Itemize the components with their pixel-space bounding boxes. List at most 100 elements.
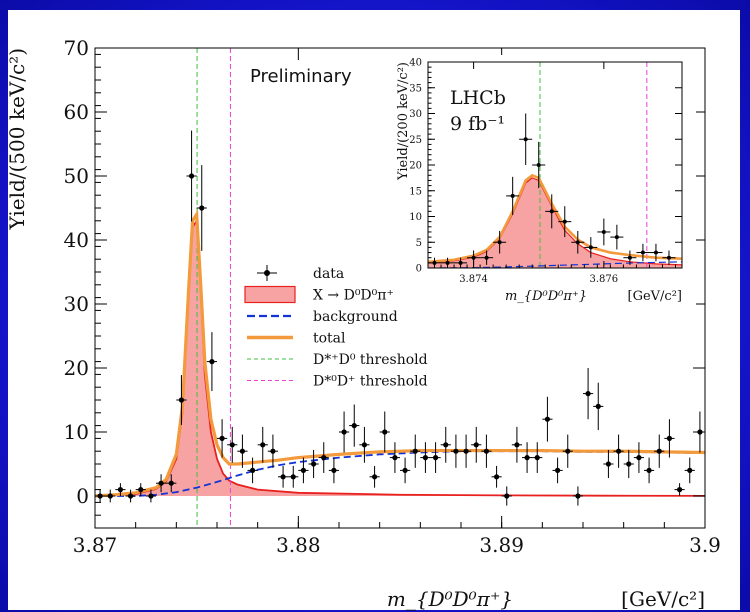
data-point-marker: [536, 163, 541, 167]
data-point-marker: [471, 255, 476, 260]
legend-item-data: data: [257, 265, 344, 282]
data-point: [491, 465, 502, 488]
data-point: [318, 442, 329, 473]
y-tick-label: 25: [409, 135, 422, 146]
data-point-marker: [636, 455, 642, 461]
data-point-marker: [392, 455, 398, 461]
legend-label: D*⁺D⁰ threshold: [313, 352, 428, 368]
data-point-marker: [351, 423, 357, 429]
data-point-marker: [497, 240, 502, 245]
legend-item-signal: X → D⁰D⁰π⁺: [244, 285, 394, 304]
data-point: [135, 483, 146, 496]
data-point: [206, 332, 217, 392]
data-point: [542, 396, 553, 442]
y-tick-label: 60: [64, 100, 89, 124]
inset-x-unit-label: [GeV/c²]: [628, 289, 682, 304]
data-point: [664, 419, 675, 458]
x-tick-label: 3.9: [689, 533, 721, 557]
data-point-marker: [331, 467, 337, 473]
data-point: [480, 250, 494, 265]
legend-label: background: [313, 309, 398, 325]
data-point-marker: [178, 397, 185, 403]
data-point: [506, 176, 520, 215]
main-y-axis-label: Yield/(500 keV/c²): [5, 48, 29, 231]
data-point: [105, 489, 116, 503]
inset-x-axis-label: m_{D⁰D⁰π⁺}: [505, 289, 587, 304]
data-point: [359, 426, 370, 463]
data-point-marker: [443, 442, 449, 448]
data-point: [420, 442, 431, 473]
data-point-marker: [249, 467, 256, 473]
x-tick-label: 3.874: [459, 274, 488, 285]
y-tick-label: 15: [409, 186, 422, 197]
data-point: [584, 237, 598, 258]
data-point: [644, 457, 655, 484]
data-point: [481, 434, 492, 468]
data-point-marker: [585, 391, 591, 397]
data-point: [562, 434, 573, 468]
data-point-marker: [614, 235, 619, 240]
preliminary-label: Preliminary: [250, 66, 352, 87]
data-point-marker: [422, 455, 429, 461]
data-point-marker: [260, 442, 266, 448]
data-point-marker: [463, 448, 469, 454]
data-point-marker: [640, 250, 645, 255]
data-point: [461, 434, 472, 468]
legend-label: data: [313, 266, 344, 282]
data-point-marker: [666, 435, 673, 441]
data-point: [662, 250, 676, 265]
main-plot-area: [95, 48, 705, 528]
x-tick-label: 3.876: [590, 274, 619, 285]
data-point-marker: [605, 461, 612, 467]
y-tick-label: 0: [416, 264, 422, 275]
data-point: [339, 411, 350, 453]
data-point: [217, 419, 228, 458]
y-tick-label: 40: [409, 58, 422, 69]
inset-plot-area: [428, 62, 682, 268]
y-tick-label: 0: [76, 484, 89, 508]
y-tick-label: 10: [64, 420, 89, 444]
data-point-marker: [458, 260, 463, 265]
data-point: [369, 465, 380, 488]
main-frame: [94, 47, 706, 529]
legend: data X → D⁰D⁰π⁺ background total D*⁺D⁰ thres…: [244, 265, 428, 390]
inset-y-axis-label: Yield/(200 keV/c²): [396, 62, 411, 181]
data-point: [454, 257, 468, 268]
signal-fill-area: [428, 177, 682, 268]
data-point: [196, 165, 207, 251]
data-point: [298, 457, 309, 484]
y-tick-label: 20: [409, 161, 422, 172]
x-tick-label: 3.89: [479, 533, 524, 557]
data-point: [186, 130, 197, 222]
data-point: [267, 434, 278, 468]
main-x-unit-label: [GeV/c²]: [621, 587, 705, 611]
data-point-marker: [188, 173, 195, 179]
data-point: [430, 442, 441, 473]
data-point: [649, 243, 663, 262]
data-point-marker: [402, 467, 408, 473]
data-point-marker: [615, 448, 622, 454]
data-point-marker: [138, 487, 144, 493]
data-point: [441, 257, 455, 268]
data-point: [623, 449, 634, 479]
data-point-marker: [473, 442, 479, 448]
legend-label: total: [313, 331, 346, 347]
data-point: [593, 382, 604, 431]
inset-background: [396, 55, 696, 310]
data-point: [519, 113, 533, 165]
data-point: [278, 465, 289, 488]
data-point-marker: [382, 429, 388, 435]
data-point: [636, 243, 650, 262]
data-point: [684, 457, 695, 484]
data-point-marker: [601, 229, 606, 234]
data-point-marker: [432, 455, 439, 461]
y-tick-label: 70: [64, 36, 89, 60]
x-tick-label: 3.88: [276, 533, 321, 557]
data-point: [257, 426, 268, 463]
legend-label: D*⁰D⁺ threshold: [313, 374, 428, 390]
data-point-marker: [510, 193, 515, 198]
data-point: [532, 442, 543, 473]
legend-data-marker: [264, 270, 270, 276]
data-point: [552, 457, 563, 484]
y-tick-label: 35: [409, 83, 422, 94]
